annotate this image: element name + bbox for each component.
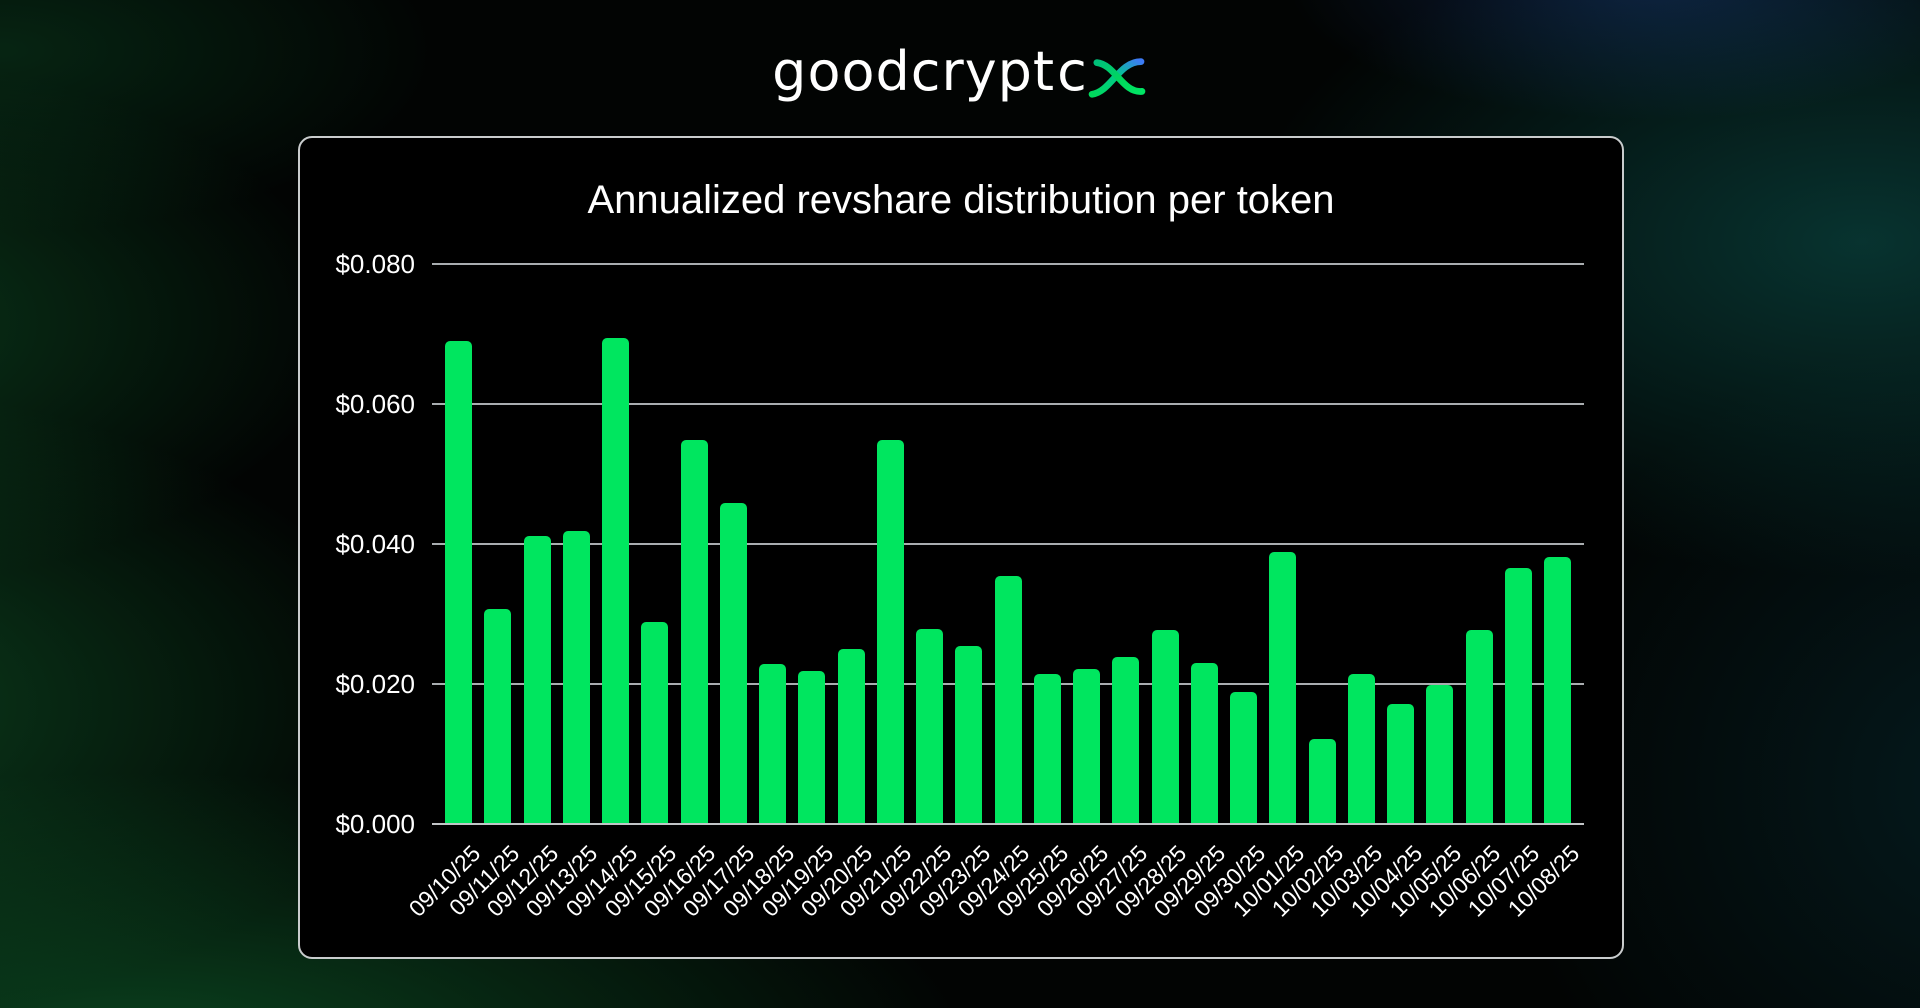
bar-09/18/25 [759, 663, 786, 824]
bar-09/19/25 [798, 671, 826, 824]
bar-09/30/25 [1230, 692, 1257, 824]
logo-wordmark-tail: c [1057, 40, 1088, 103]
y-axis-label: $0.040 [335, 529, 415, 559]
revshare-bar-chart: $0.000 $0.020 $0.040 $0.060 $0.080 09/10/25 09… [300, 138, 1622, 957]
bar-09/11/25 [484, 609, 512, 824]
bar-09/25/25 [1033, 673, 1061, 824]
logo-x-swoosh-icon [1088, 58, 1146, 98]
bar-09/28/25 [1151, 630, 1179, 824]
bar-09/13/25 [562, 530, 590, 824]
bar-09/23/25 [955, 646, 983, 824]
y-axis-label: $0.020 [335, 669, 415, 699]
gridline-$0.040 [432, 543, 1584, 545]
bar-09/20/25 [837, 649, 865, 824]
bar-09/26/25 [1073, 668, 1100, 824]
bar-10/05/25 [1426, 684, 1454, 824]
bar-09/15/25 [641, 622, 669, 824]
y-axis-label: $0.080 [335, 249, 415, 279]
bar-09/29/25 [1190, 663, 1218, 824]
bar-10/08/25 [1544, 556, 1571, 824]
logo-wordmark: goodcrypt [772, 40, 1056, 103]
bar-09/14/25 [602, 337, 629, 824]
gridline-$0.060 [432, 403, 1584, 405]
bar-09/12/25 [523, 536, 551, 824]
bar-10/02/25 [1308, 738, 1336, 824]
y-axis-label: $0.060 [335, 389, 415, 419]
bar-09/21/25 [876, 440, 904, 824]
bar-10/06/25 [1465, 630, 1493, 824]
bar-09/27/25 [1112, 656, 1140, 824]
bar-09/16/25 [680, 440, 708, 824]
bar-09/22/25 [916, 629, 943, 824]
bar-09/10/25 [445, 341, 472, 824]
bar-09/17/25 [719, 503, 747, 824]
goodcryptox-logo: goodcrypt c [0, 36, 1920, 108]
bar-10/07/25 [1504, 567, 1532, 824]
chart-title: Annualized revshare distribution per tok… [587, 178, 1335, 222]
gridline-$0.080 [432, 263, 1584, 265]
gridline-$0.000 [432, 823, 1584, 825]
y-axis-label: $0.000 [335, 809, 415, 839]
bar-10/04/25 [1387, 703, 1414, 824]
chart-card: Annualized revshare distribution per tok… [298, 136, 1624, 959]
bar-09/24/25 [994, 575, 1022, 824]
bar-10/03/25 [1347, 674, 1375, 824]
bar-10/01/25 [1269, 552, 1297, 824]
